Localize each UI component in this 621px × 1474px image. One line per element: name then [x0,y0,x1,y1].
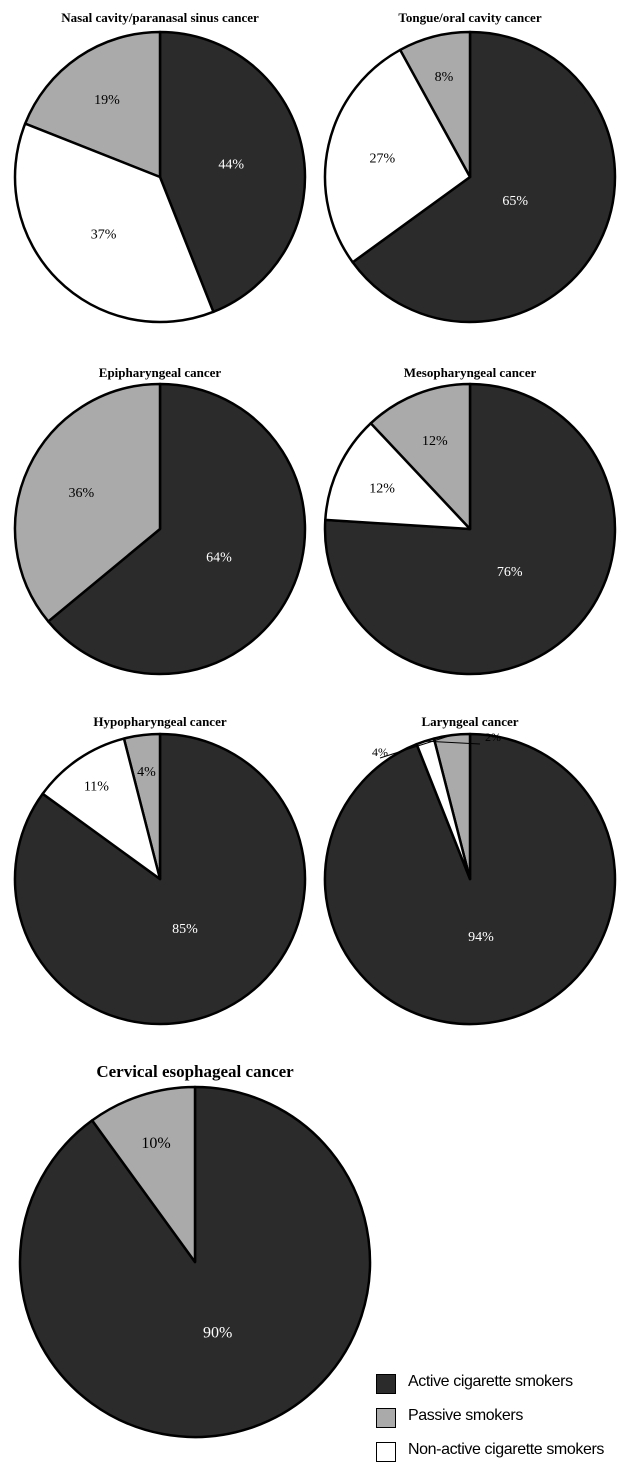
charts-canvas: Nasal cavity/paranasal sinus cancer 44% 19… [13,10,617,1439]
callout-line [379,734,452,759]
pie-chart-tongue-oral-cavity-cancer: Tongue/oral cavity cancer 65% 8% 27% [323,10,617,324]
legend-swatch-active [376,1374,396,1394]
legend-label-active: Active cigarette smokers [408,1373,573,1390]
data-label: 2% [485,730,501,744]
pie-chart-hypopharyngeal-cancer: Hypopharyngeal cancer 85% 4% 11% [13,714,307,1026]
chart-title: Epipharyngeal cancer [99,365,222,380]
pie-slice-nonactive [13,122,215,324]
pie-slice-nonactive [415,737,472,881]
pie-chart-laryngeal-cancer: Laryngeal cancer 94% 4% 2% [323,714,617,1026]
data-label: 85% [172,922,198,937]
legend: Active cigarette smokers Passive smokers… [376,1372,616,1474]
legend-item-active: Active cigarette smokers [376,1372,616,1406]
data-label: 64% [206,551,232,566]
chart-title: Nasal cavity/paranasal sinus cancer [61,10,259,25]
legend-item-nonactive: Non-active cigarette smokers [376,1440,616,1474]
legend-label-passive: Passive smokers [408,1407,523,1424]
pie-slice-passive [13,382,162,623]
chart-title: Mesopharyngeal cancer [404,365,537,380]
pie-slice-passive [90,1085,197,1264]
pie-slice-active [158,30,307,314]
chart-title: Cervical esophageal cancer [96,1062,294,1081]
data-label: 12% [369,482,395,497]
data-label: 27% [369,151,395,166]
pie-chart-nasal-cavity-paranasal-sinus-cancer: Nasal cavity/paranasal sinus cancer 44% 19… [13,10,307,324]
pie-chart-epipharyngeal-cancer: Epipharyngeal cancer 64% 36% [13,365,307,676]
data-label: 94% [468,930,494,945]
data-label: 19% [94,93,120,108]
data-label: 37% [91,227,117,242]
data-label: 4% [137,765,156,780]
data-label: 36% [68,486,94,501]
data-label: 8% [435,70,454,85]
pie-chart-cervical-esophageal-cancer: Cervical esophageal cancer 90% 10% [18,1062,372,1439]
pie-chart-mesopharyngeal-cancer: Mesopharyngeal cancer 76% 12% 12% [323,365,617,676]
callout-line [425,740,481,745]
data-label: 76% [497,565,523,580]
chart-title: Tongue/oral cavity cancer [398,10,541,25]
pie-slice-nonactive [324,422,472,531]
data-label: 10% [141,1135,170,1152]
data-label: 11% [84,779,109,794]
chart-title: Hypopharyngeal cancer [93,714,226,729]
legend-swatch-passive [376,1408,396,1428]
pie-slice-passive [369,382,472,531]
legend-item-passive: Passive smokers [376,1406,616,1440]
pie-slice-nonactive [41,737,162,881]
pie-slice-active [351,30,617,324]
data-label: 12% [422,434,448,449]
data-label: 90% [203,1325,232,1342]
data-label: 4% [372,745,388,759]
data-label: 65% [502,194,528,209]
pie-slice-nonactive [323,48,472,264]
data-label: 44% [218,157,244,172]
pie-slice-passive [23,30,162,179]
chart-title: Laryngeal cancer [421,714,518,729]
pie-slice-active [47,382,307,676]
legend-swatch-nonactive [376,1442,396,1462]
